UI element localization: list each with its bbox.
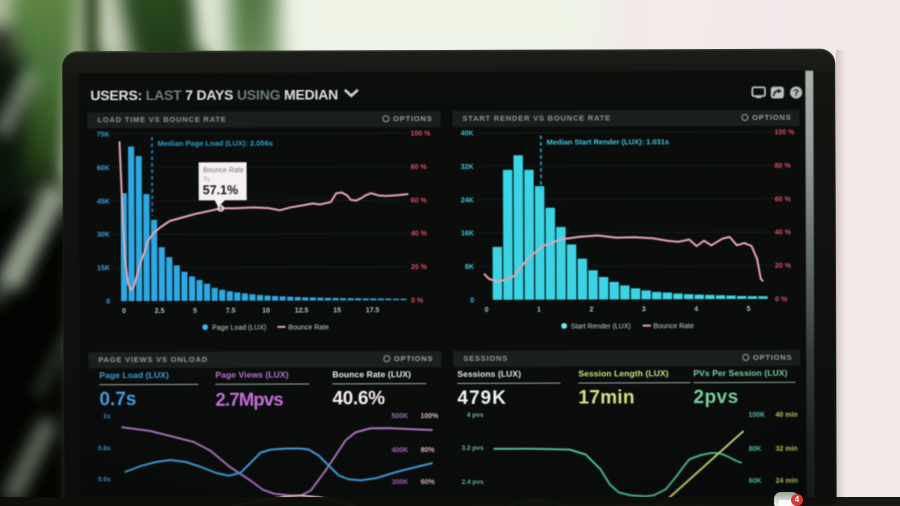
- svg-text:300K: 300K: [392, 479, 409, 486]
- svg-text:80%: 80%: [421, 447, 436, 454]
- svg-text:80 %: 80 %: [411, 164, 428, 171]
- svg-text:100 %: 100 %: [410, 131, 431, 138]
- svg-text:Bounce Rate: Bounce Rate: [203, 167, 244, 174]
- svg-text:0: 0: [122, 308, 126, 315]
- svg-text:0: 0: [470, 297, 474, 304]
- svg-text:60 %: 60 %: [775, 196, 792, 203]
- svg-text:75K: 75K: [97, 132, 110, 139]
- svg-text:3: 3: [642, 306, 646, 313]
- svg-text:15K: 15K: [97, 265, 110, 272]
- svg-text:24 min: 24 min: [776, 478, 798, 485]
- svg-text:Start Render (LUX): Start Render (LUX): [571, 323, 631, 330]
- svg-text:100K: 100K: [748, 412, 765, 419]
- svg-text:5: 5: [747, 306, 751, 313]
- svg-text:3.2 pvs: 3.2 pvs: [462, 445, 484, 452]
- svg-text:100 %: 100 %: [774, 129, 795, 136]
- svg-text:40 %: 40 %: [411, 231, 428, 238]
- svg-text:24K: 24K: [461, 197, 474, 204]
- svg-text:2: 2: [589, 306, 593, 313]
- svg-text:Median Page Load (LUX): 2.056s: Median Page Load (LUX): 2.056s: [158, 139, 273, 148]
- svg-text:80 %: 80 %: [775, 163, 792, 170]
- svg-text:5: 5: [193, 308, 197, 315]
- svg-text:Bounce Rate: Bounce Rate: [288, 324, 329, 331]
- svg-text:0.6s: 0.6s: [98, 476, 111, 483]
- svg-text:10: 10: [262, 308, 270, 315]
- svg-text:40 min: 40 min: [775, 412, 797, 419]
- svg-text:20 %: 20 %: [775, 263, 792, 270]
- svg-text:1s: 1s: [103, 413, 111, 420]
- svg-text:400K: 400K: [392, 447, 409, 454]
- svg-text:0: 0: [106, 299, 110, 306]
- svg-text:?: ?: [793, 88, 799, 99]
- svg-text:2.5: 2.5: [155, 308, 165, 315]
- svg-text:100%: 100%: [420, 413, 439, 420]
- svg-text:30K: 30K: [97, 232, 110, 239]
- svg-text:15: 15: [333, 307, 341, 314]
- svg-text:0 %: 0 %: [775, 296, 788, 303]
- svg-text:7.5: 7.5: [226, 308, 236, 315]
- svg-text:500K: 500K: [391, 413, 408, 420]
- svg-text:60K: 60K: [749, 478, 762, 485]
- svg-text:57.1%: 57.1%: [203, 183, 239, 197]
- svg-text:2.4 pvs: 2.4 pvs: [462, 479, 484, 486]
- svg-text:Page Load (LUX): Page Load (LUX): [212, 325, 266, 332]
- svg-text:40K: 40K: [461, 130, 474, 137]
- svg-text:20 %: 20 %: [411, 264, 428, 271]
- svg-text:0: 0: [485, 307, 489, 314]
- svg-text:80K: 80K: [749, 446, 762, 453]
- svg-text:16K: 16K: [461, 231, 474, 238]
- svg-text:4: 4: [694, 306, 698, 313]
- svg-text:45K: 45K: [97, 198, 110, 205]
- svg-text:12.5: 12.5: [295, 307, 309, 314]
- svg-text:0.8s: 0.8s: [98, 445, 111, 452]
- svg-text:17.5: 17.5: [366, 307, 380, 314]
- svg-text:0 %: 0 %: [411, 298, 424, 305]
- svg-text:4 pvs: 4 pvs: [467, 412, 484, 419]
- svg-text:60%: 60%: [421, 479, 436, 486]
- svg-text:32K: 32K: [461, 164, 474, 171]
- svg-text:7s: 7s: [203, 176, 211, 183]
- svg-text:8K: 8K: [465, 264, 474, 271]
- svg-text:60K: 60K: [97, 165, 110, 172]
- svg-text:60 %: 60 %: [411, 197, 428, 204]
- svg-text:32 min: 32 min: [776, 446, 798, 453]
- svg-text:1: 1: [537, 307, 541, 314]
- svg-text:Bounce Rate: Bounce Rate: [653, 323, 694, 330]
- svg-text:Median Start Render (LUX): 1.0: Median Start Render (LUX): 1.031s: [547, 137, 670, 146]
- svg-text:40 %: 40 %: [775, 230, 792, 237]
